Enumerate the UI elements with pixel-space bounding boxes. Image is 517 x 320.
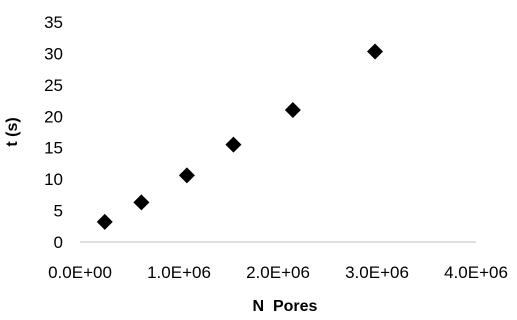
x-tick-labels: 0.0E+00 1.0E+06 2.0E+06 3.0E+06 4.0E+06 (48, 263, 508, 282)
data-point (284, 102, 301, 118)
x-tick-label: 3.0E+06 (345, 263, 409, 282)
data-point (367, 43, 384, 60)
y-tick-labels: 0 5 10 15 20 25 30 35 (44, 13, 63, 252)
x-axis-title: N Pores (253, 298, 318, 315)
y-tick-label: 10 (44, 170, 63, 189)
y-tick-label: 30 (44, 44, 63, 63)
data-point (96, 213, 113, 230)
y-axis-title: t (s) (4, 117, 21, 146)
data-point (178, 167, 195, 184)
data-point (225, 136, 242, 153)
x-tick-label: 0.0E+00 (48, 263, 112, 282)
data-point (133, 194, 150, 211)
y-tick-label: 35 (44, 13, 63, 32)
x-tick-label: 4.0E+06 (444, 263, 508, 282)
y-tick-label: 15 (44, 139, 63, 158)
x-tick-label: 2.0E+06 (246, 263, 310, 282)
y-tick-label: 5 (54, 202, 63, 221)
data-points (96, 43, 384, 230)
y-tick-label: 20 (44, 107, 63, 126)
y-tick-label: 0 (54, 233, 63, 252)
x-tick-label: 1.0E+06 (147, 263, 211, 282)
y-tick-label: 25 (44, 76, 63, 95)
